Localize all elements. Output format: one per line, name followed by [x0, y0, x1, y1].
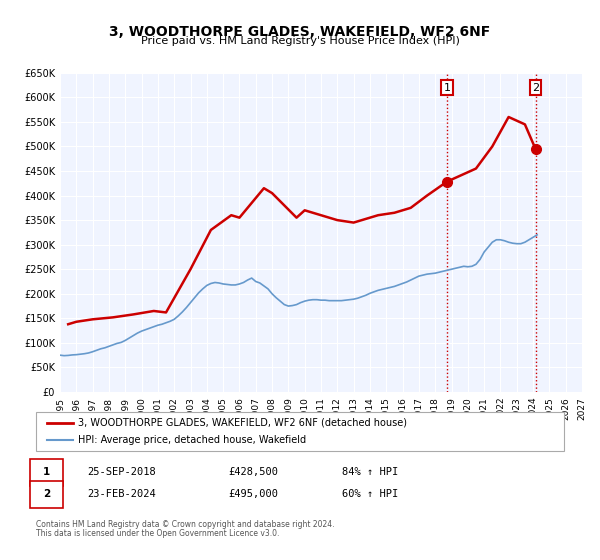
Text: 3, WOODTHORPE GLADES, WAKEFIELD, WF2 6NF (detached house): 3, WOODTHORPE GLADES, WAKEFIELD, WF2 6NF… [78, 418, 407, 428]
Text: 23-FEB-2024: 23-FEB-2024 [87, 489, 156, 500]
Text: 84% ↑ HPI: 84% ↑ HPI [342, 467, 398, 477]
Text: £428,500: £428,500 [228, 467, 278, 477]
Text: 1: 1 [43, 467, 50, 477]
Text: Contains HM Land Registry data © Crown copyright and database right 2024.: Contains HM Land Registry data © Crown c… [36, 520, 335, 529]
Text: 25-SEP-2018: 25-SEP-2018 [87, 467, 156, 477]
Text: £495,000: £495,000 [228, 489, 278, 500]
FancyBboxPatch shape [36, 412, 564, 451]
Text: 3, WOODTHORPE GLADES, WAKEFIELD, WF2 6NF: 3, WOODTHORPE GLADES, WAKEFIELD, WF2 6NF [109, 25, 491, 39]
Text: This data is licensed under the Open Government Licence v3.0.: This data is licensed under the Open Gov… [36, 529, 280, 538]
Text: 2: 2 [43, 489, 50, 500]
Text: 60% ↑ HPI: 60% ↑ HPI [342, 489, 398, 500]
Text: Price paid vs. HM Land Registry's House Price Index (HPI): Price paid vs. HM Land Registry's House … [140, 36, 460, 46]
Text: 2: 2 [532, 82, 539, 92]
Text: HPI: Average price, detached house, Wakefield: HPI: Average price, detached house, Wake… [78, 435, 307, 445]
Text: 1: 1 [443, 82, 451, 92]
